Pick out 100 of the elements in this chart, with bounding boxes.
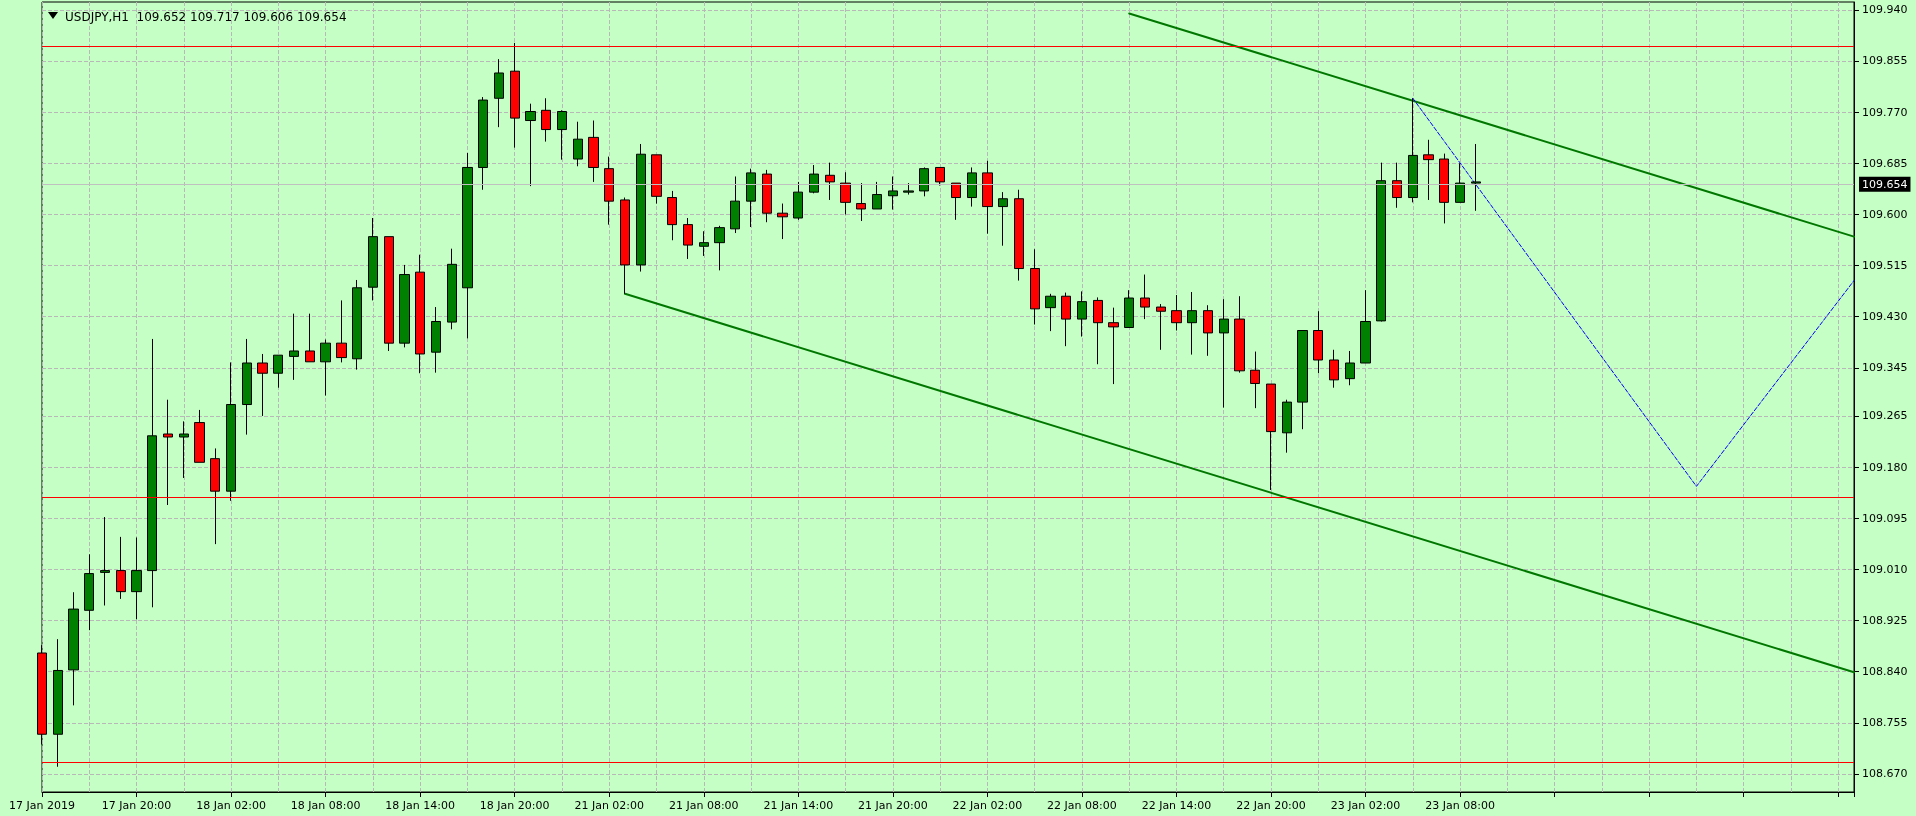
candlestick [1171,294,1182,332]
candlestick [856,182,866,222]
y-tick-label: 109.600 [1862,207,1908,221]
candlestick [1345,350,1355,386]
candlestick [1045,293,1056,332]
candlestick [226,361,236,502]
candlestick [68,591,79,706]
candlestick [651,154,662,205]
candlestick [462,152,473,339]
candlestick [1234,295,1245,374]
candlestick [888,175,898,211]
candlestick [667,190,677,241]
candlestick [320,339,331,396]
candlestick [1124,289,1134,329]
text: USDJPY,H1 109.652 109.717 109.606 109.654 [65,10,347,24]
candlestick [541,97,551,143]
candlestick [919,166,929,197]
x-tick-label: 22 Jan 08:00 [1047,799,1117,812]
x-tick-label: 18 Jan 08:00 [290,799,361,812]
y-tick-label: 109.940 [1862,3,1908,17]
candlestick [1108,307,1119,385]
candlestick [951,182,961,221]
candlestick [1297,330,1308,430]
candlestick [1187,291,1197,356]
candlestick [1376,162,1386,322]
candlestick [825,162,835,201]
candlestick [1014,189,1024,282]
x-tick-label: 18 Jan 20:00 [479,799,550,812]
candlestick [1061,292,1071,347]
candlestick [1203,304,1213,357]
y-tick-label: 109.515 [1862,259,1908,273]
candlestick [1439,153,1449,224]
ref-line-label: 109.654 [1862,177,1908,191]
candlestick [573,121,583,167]
y-tick-label: 109.095 [1862,511,1908,525]
candlestick [1392,162,1402,209]
x-tick-label: 22 Jan 14:00 [1141,799,1212,812]
candlestick [903,182,914,196]
x-tick-label: 18 Jan 02:00 [196,799,266,812]
x-tick-label: 21 Jan 14:00 [763,799,834,812]
candlestick [84,553,94,631]
candlestick [793,181,803,221]
candlestick [588,120,599,183]
y-tick-label: 109.430 [1862,310,1908,324]
candlestick [1156,303,1166,351]
candlestick [1030,248,1040,325]
candlestick [415,254,425,374]
candlestick [131,536,142,620]
candlestick [368,217,378,301]
candlestick [384,236,394,352]
candlestick [714,225,725,271]
candlestick [699,230,709,257]
candlestick [116,536,126,600]
candlestick [777,203,788,240]
candlestick [257,353,268,417]
candlestick [447,248,457,330]
candlestick [604,156,614,226]
y-tick-label: 109.265 [1862,409,1908,423]
x-tick-label: 23 Jan 02:00 [1330,799,1401,812]
candlestick [1282,399,1292,454]
candlestick [1250,351,1260,409]
candlestick [557,109,567,161]
candlestick [179,420,189,479]
candlestick [935,166,945,187]
candlestick [289,313,299,381]
y-tick-label: 108.840 [1862,665,1908,679]
candlestick [998,191,1008,247]
candlestick [620,197,630,295]
candlestick [478,96,488,191]
candlestick [53,638,63,768]
candlestick [336,299,347,363]
candlestick [840,171,851,215]
candlestick [273,354,283,389]
x-tick-label: 23 Jan 08:00 [1425,799,1495,812]
candlestick [1423,139,1434,201]
y-tick-label: 108.925 [1862,614,1908,628]
candlestick [352,279,362,371]
x-tick-label: 22 Jan 02:00 [952,799,1023,812]
x-tick-label: 21 Jan 20:00 [858,799,928,812]
candlestick [1266,383,1276,491]
candlestick [305,313,315,363]
y-tick-label: 109.180 [1862,460,1908,474]
candlestick [1329,349,1339,389]
candlestick [431,306,441,374]
y-tick-label: 108.755 [1862,716,1908,730]
y-tick-label: 109.770 [1862,105,1908,119]
candlestick [967,166,977,208]
candlestick [1077,290,1087,338]
candlestick [762,169,772,223]
candlestick [494,58,504,128]
candlestick [1219,298,1229,409]
candlestick [1455,162,1465,203]
candlestick [872,181,882,210]
candlestick [100,516,110,606]
candlestick [636,143,646,273]
x-tick-label: 17 Jan 2019 [9,799,75,812]
x-tick-label: 22 Jan 20:00 [1236,799,1306,812]
candlestick [1471,143,1481,212]
candlestick [730,175,740,234]
y-tick-label: 109.010 [1862,562,1908,576]
